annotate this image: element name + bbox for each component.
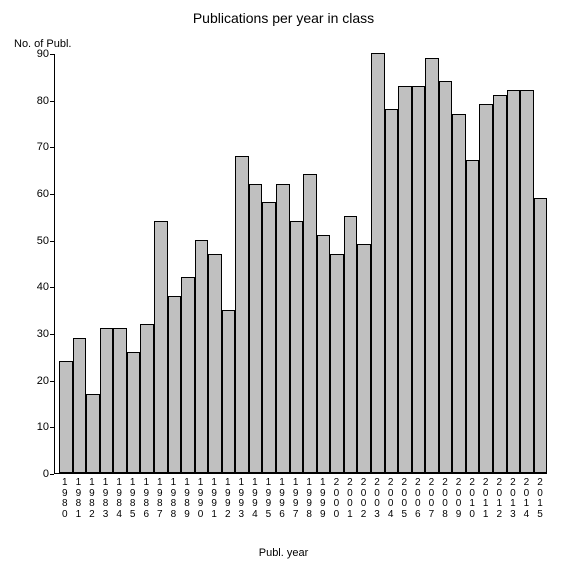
x-tick-label: 1994 bbox=[248, 478, 262, 520]
bar bbox=[520, 90, 534, 473]
x-tick-label: 2010 bbox=[465, 478, 479, 520]
x-tick-label: 1998 bbox=[302, 478, 316, 520]
bar bbox=[59, 361, 73, 473]
x-tick-label: 1999 bbox=[316, 478, 330, 520]
bar bbox=[100, 328, 114, 473]
x-tick-label: 2000 bbox=[330, 478, 344, 520]
x-tick-label: 1988 bbox=[167, 478, 181, 520]
bar bbox=[290, 221, 304, 473]
x-tick-label: 1990 bbox=[194, 478, 208, 520]
x-tick-label: 1980 bbox=[58, 478, 72, 520]
bar bbox=[425, 58, 439, 473]
x-tick-label: 2006 bbox=[411, 478, 425, 520]
x-tick-label: 2005 bbox=[397, 478, 411, 520]
x-tick-label: 2014 bbox=[520, 478, 534, 520]
y-tick-label: 30 bbox=[19, 328, 49, 340]
x-tick-label: 2008 bbox=[438, 478, 452, 520]
bar bbox=[398, 86, 412, 473]
bar bbox=[466, 160, 480, 473]
y-tick-mark bbox=[50, 474, 54, 475]
x-tick-label: 1989 bbox=[180, 478, 194, 520]
x-axis-label: Publ. year bbox=[0, 547, 567, 559]
y-tick-label: 20 bbox=[19, 375, 49, 387]
x-tick-label: 2001 bbox=[343, 478, 357, 520]
bar bbox=[439, 81, 453, 473]
bar bbox=[208, 254, 222, 473]
publications-bar-chart: Publications per year in class No. of Pu… bbox=[0, 0, 567, 567]
bar bbox=[493, 95, 507, 473]
x-tick-label: 2003 bbox=[370, 478, 384, 520]
x-tick-label: 1985 bbox=[126, 478, 140, 520]
bar bbox=[344, 216, 358, 473]
x-tick-label: 1997 bbox=[289, 478, 303, 520]
x-tick-label: 1983 bbox=[99, 478, 113, 520]
y-tick-label: 50 bbox=[19, 235, 49, 247]
x-tick-label: 1991 bbox=[207, 478, 221, 520]
bar bbox=[249, 184, 263, 473]
x-tick-label: 1992 bbox=[221, 478, 235, 520]
x-tick-label: 2013 bbox=[506, 478, 520, 520]
bar bbox=[534, 198, 548, 473]
chart-title: Publications per year in class bbox=[0, 10, 567, 26]
bar bbox=[73, 338, 87, 473]
x-tick-label: 2002 bbox=[357, 478, 371, 520]
bar bbox=[276, 184, 290, 473]
bar bbox=[181, 277, 195, 473]
y-tick-label: 80 bbox=[19, 95, 49, 107]
x-tick-label: 1993 bbox=[235, 478, 249, 520]
bar bbox=[357, 244, 371, 473]
x-tick-label: 1982 bbox=[85, 478, 99, 520]
x-tick-label: 2015 bbox=[533, 478, 547, 520]
x-tick-label: 2007 bbox=[425, 478, 439, 520]
bar bbox=[168, 296, 182, 473]
bar bbox=[154, 221, 168, 473]
bar bbox=[412, 86, 426, 473]
x-tick-label: 2009 bbox=[452, 478, 466, 520]
x-axis-labels: 1980198119821983198419851986198719881989… bbox=[54, 478, 547, 520]
bar bbox=[195, 240, 209, 473]
y-tick-label: 10 bbox=[19, 421, 49, 433]
bar bbox=[507, 90, 521, 473]
bar bbox=[127, 352, 141, 473]
bar bbox=[479, 104, 493, 473]
x-tick-label: 2004 bbox=[384, 478, 398, 520]
x-tick-label: 2012 bbox=[493, 478, 507, 520]
bar bbox=[235, 156, 249, 473]
x-tick-label: 2011 bbox=[479, 478, 493, 520]
bar bbox=[140, 324, 154, 473]
x-tick-label: 1987 bbox=[153, 478, 167, 520]
bar bbox=[371, 53, 385, 473]
bar bbox=[452, 114, 466, 473]
bar bbox=[113, 328, 127, 473]
bar bbox=[317, 235, 331, 473]
x-tick-label: 1986 bbox=[139, 478, 153, 520]
x-tick-label: 1981 bbox=[72, 478, 86, 520]
x-tick-label: 1996 bbox=[275, 478, 289, 520]
bar bbox=[385, 109, 399, 473]
bars-holder bbox=[55, 54, 547, 473]
x-tick-label: 1984 bbox=[112, 478, 126, 520]
y-tick-label: 60 bbox=[19, 188, 49, 200]
bar bbox=[86, 394, 100, 473]
bar bbox=[262, 202, 276, 473]
y-tick-label: 0 bbox=[19, 468, 49, 480]
y-tick-label: 70 bbox=[19, 141, 49, 153]
x-tick-label: 1995 bbox=[262, 478, 276, 520]
y-tick-label: 40 bbox=[19, 281, 49, 293]
bar bbox=[222, 310, 236, 473]
y-tick-label: 90 bbox=[19, 48, 49, 60]
bar bbox=[303, 174, 317, 473]
plot-area bbox=[54, 54, 547, 474]
bar bbox=[330, 254, 344, 473]
